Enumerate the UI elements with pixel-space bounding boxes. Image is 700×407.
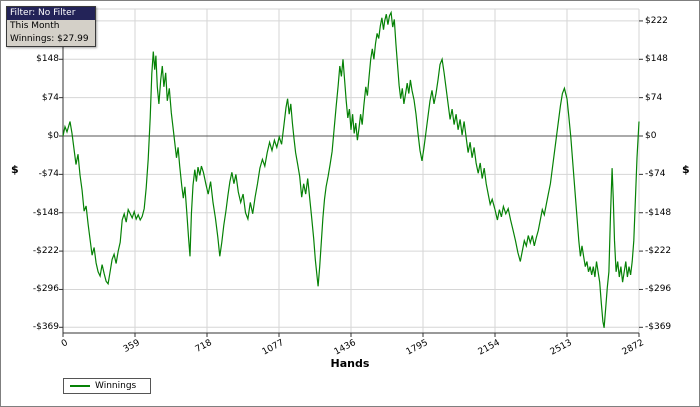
y-axis-title-left: $ [11,163,19,176]
y-axis-tick-label-left: $148 [36,54,59,65]
y-axis-tick-label-right: -$74 [645,169,666,180]
period-label: This Month [7,20,95,33]
x-axis-title: Hands [330,357,370,370]
y-axis-tick-label-right: -$148 [645,207,672,218]
y-axis-tick-label-right: $148 [645,54,668,65]
y-axis-tick-label-right: $222 [645,15,668,26]
y-axis-title-right: $ [682,163,690,176]
y-axis-tick-label-left: $74 [41,92,59,103]
filter-info-box: Filter: No Filter This Month Winnings: $… [6,6,96,47]
y-axis-tick-label-left: $0 [47,131,59,141]
legend-label: Winnings [95,381,137,391]
winnings-label: Winnings: $27.99 [7,33,95,46]
y-axis-tick-label-left: -$148 [32,207,59,218]
y-axis-tick-label-right: $74 [645,92,663,103]
legend-line-swatch [70,385,90,387]
winnings-line [62,10,640,328]
legend: Winnings [63,378,151,394]
y-axis-tick-label-left: -$296 [32,284,59,295]
y-axis-tick-label-right: $0 [645,131,657,141]
y-axis-tick-label-left: -$369 [32,322,59,333]
y-axis-tick-label-right: -$222 [645,246,672,257]
y-axis-tick-label-right: -$296 [645,284,672,295]
y-axis-tick-label-right: -$369 [645,322,672,333]
y-axis-tick-label-left: -$74 [38,169,59,180]
filter-label: Filter: No Filter [7,7,95,20]
y-axis-tick-label-left: -$222 [32,246,59,257]
